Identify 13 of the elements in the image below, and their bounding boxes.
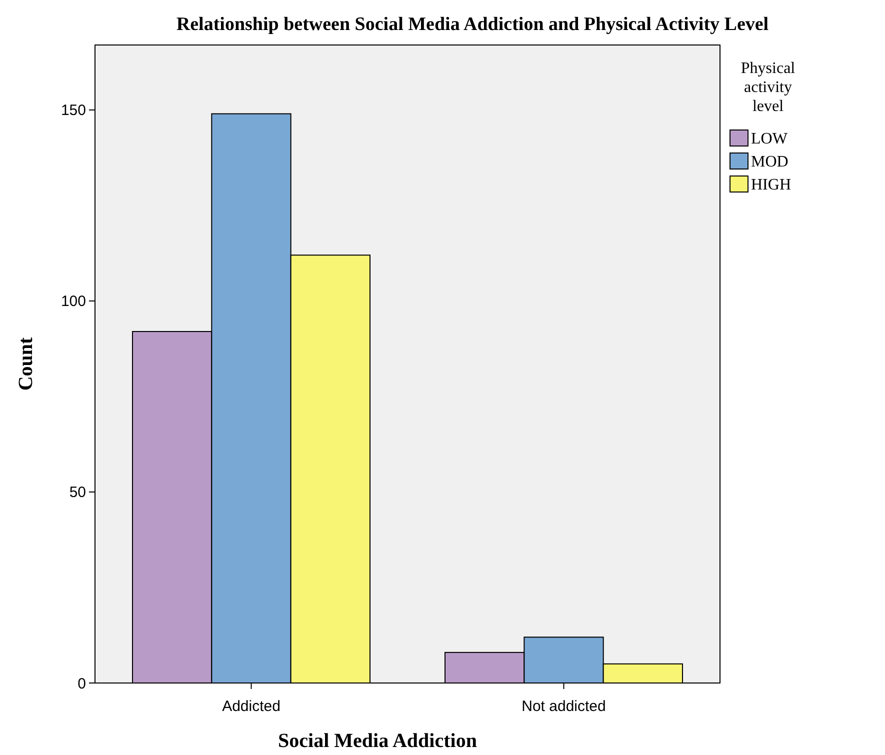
chart-title: Relationship between Social Media Addiction and Physical Activity Level bbox=[176, 14, 769, 35]
legend-label: MOD bbox=[751, 154, 788, 171]
y-tick-label: 100 bbox=[60, 293, 86, 310]
legend-title: Physical activity level bbox=[740, 60, 796, 115]
y-tick-label: 150 bbox=[60, 102, 86, 120]
x-axis-title: Social Media Addiction bbox=[278, 730, 477, 752]
x-tick-label: Not addicted bbox=[522, 698, 606, 715]
y-axis-title: Count bbox=[15, 336, 37, 391]
x-tick-label: Addicted bbox=[222, 698, 280, 715]
legend-label: HIGH bbox=[751, 176, 792, 194]
legend-label: LOW bbox=[751, 130, 788, 148]
y-tick-label: 0 bbox=[78, 675, 86, 692]
y-tick-label: 50 bbox=[69, 484, 86, 502]
